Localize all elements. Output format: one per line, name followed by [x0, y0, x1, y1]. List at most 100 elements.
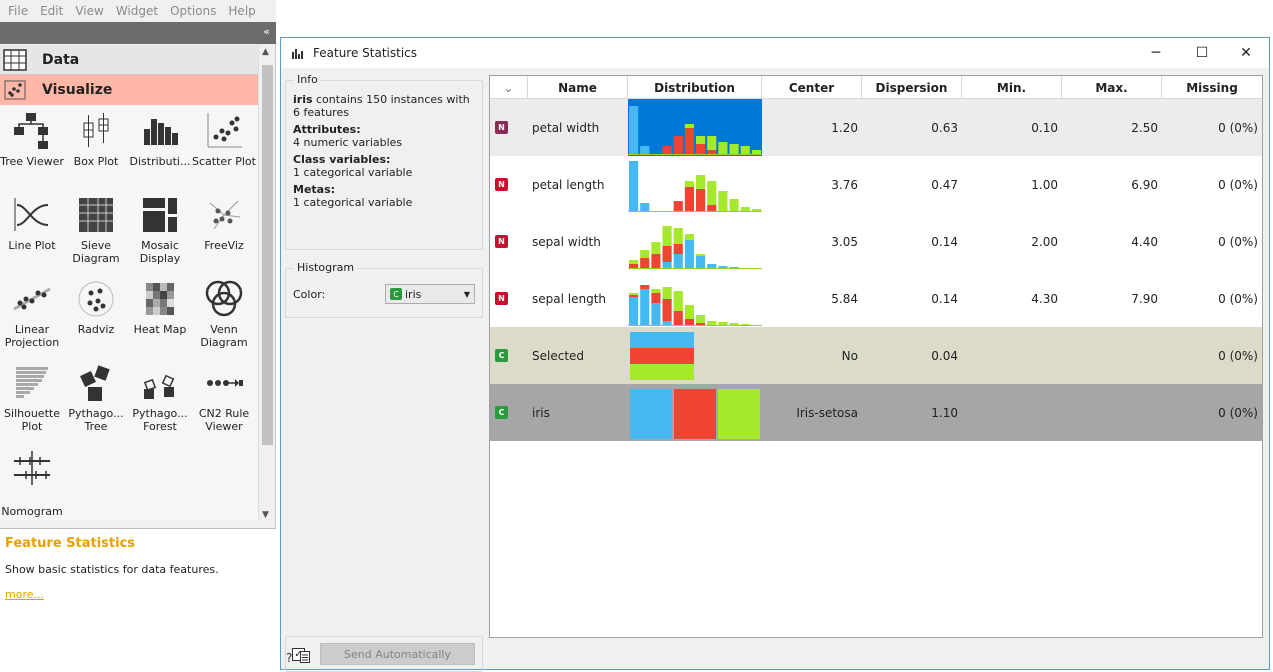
feature-statistics-table[interactable]: ⌄ Name Distribution Center Dispersion Mi… [489, 75, 1263, 638]
class-variables-label: Class variables: [293, 153, 391, 166]
header-missing[interactable]: Missing [1186, 80, 1238, 95]
histogram-bar-versicolor [673, 201, 683, 211]
histogram-bar-virginica [629, 260, 639, 264]
help-icon[interactable]: ? [286, 651, 293, 665]
widget-cn2-rule-viewer[interactable]: CN2 Rule Viewer [192, 357, 256, 441]
table-row[interactable]: N petal width 1.20 0.63 0.10 2.50 0 (0%) [490, 99, 1262, 156]
venn-diagram-icon [202, 277, 246, 321]
widget-tree-viewer[interactable]: Tree Viewer [0, 105, 64, 189]
widget-venn-diagram[interactable]: Venn Diagram [192, 273, 256, 357]
center-value: No [841, 348, 858, 363]
category-visualize[interactable]: Visualize [0, 75, 258, 105]
main-menubar: File Edit View Widget Options Help [0, 0, 276, 22]
linear-projection-icon [10, 277, 54, 321]
widget-heat-map[interactable]: Heat Map [128, 273, 192, 357]
sort-indicator-icon[interactable]: ⌄ [490, 76, 528, 99]
attributes-value: 4 numeric variables [293, 136, 403, 149]
minimize-button[interactable]: ─ [1151, 45, 1161, 61]
widget-label: Nomogram [1, 505, 63, 518]
scroll-up-icon[interactable]: ▲ [262, 47, 269, 57]
window-titlebar[interactable]: Feature Statistics ─ ☐ ✕ [281, 38, 1269, 68]
report-icon[interactable] [300, 650, 311, 666]
histogram-baseline [628, 325, 762, 326]
widget-box-plot[interactable]: Box Plot [64, 105, 128, 189]
class-bar-versicolor [674, 389, 716, 439]
widget-nomogram[interactable]: Nomogram [0, 441, 64, 525]
widget-grid: Tree Viewer Box Plot Distributi... Scatt… [0, 105, 258, 520]
histogram-bar-virginica [751, 150, 761, 154]
maximize-button[interactable]: ☐ [1195, 45, 1209, 61]
widget-linear-projection[interactable]: Linear Projection [0, 273, 64, 357]
widget-scatter-plot[interactable]: Scatter Plot [192, 105, 256, 189]
center-value: 1.20 [831, 120, 858, 135]
menu-view[interactable]: View [75, 4, 104, 18]
send-automatically-button[interactable]: Send Automatically [320, 643, 475, 665]
widget-distributions[interactable]: Distributi... [128, 105, 192, 189]
numeric-badge-icon: N [495, 292, 508, 305]
table-row[interactable]: C iris Iris-setosa 1.10 0 (0%) [490, 384, 1262, 441]
center-value: 3.05 [831, 234, 858, 249]
toolbox-collapse-bar[interactable]: « [0, 22, 276, 44]
close-button[interactable]: ✕ [1240, 45, 1252, 61]
categorical-badge-icon: C [495, 349, 508, 362]
histogram-bar-virginica [696, 175, 706, 189]
widget-pythagorean-tree[interactable]: Pythago... Tree [64, 357, 128, 441]
header-name[interactable]: Name [528, 76, 628, 99]
category-data[interactable]: Data [0, 45, 258, 75]
table-icon [0, 45, 30, 75]
histogram-bar-setosa [629, 161, 639, 211]
header-min[interactable]: Min. [962, 76, 1062, 99]
categorical-badge-icon: C [390, 288, 402, 300]
header-distribution[interactable]: Distribution [628, 76, 762, 99]
table-row[interactable]: N sepal length 5.84 0.14 4.30 7.90 0 (0%… [490, 270, 1262, 327]
scrollbar-thumb[interactable] [262, 65, 273, 445]
feature-name: sepal width [532, 234, 601, 249]
table-row[interactable]: C Selected No 0.04 0 (0%) [490, 327, 1262, 384]
widget-label: Pythago... Tree [68, 407, 124, 433]
distribution-stacked [628, 327, 762, 384]
description-title: Feature Statistics [5, 536, 136, 551]
header-center[interactable]: Center [762, 76, 862, 99]
histogram-bar-versicolor [684, 128, 694, 154]
menu-widget[interactable]: Widget [115, 4, 159, 18]
numeric-badge-icon: N [495, 178, 508, 191]
menu-edit[interactable]: Edit [40, 4, 64, 18]
attributes-label: Attributes: [293, 123, 361, 136]
description-text: Show basic statistics for data features. [5, 563, 219, 576]
toolbox-scrollbar[interactable]: ▲ ▼ [258, 45, 275, 522]
widget-line-plot[interactable]: Line Plot [0, 189, 64, 273]
widget-radviz[interactable]: Radviz [64, 273, 128, 357]
menu-file[interactable]: File [8, 4, 29, 18]
more-link[interactable]: more... [5, 588, 44, 601]
missing-value: 0 (0%) [1218, 291, 1258, 306]
histogram-bar-virginica [740, 207, 750, 211]
menu-help[interactable]: Help [228, 4, 256, 18]
menu-options[interactable]: Options [170, 4, 217, 18]
widget-freeviz[interactable]: FreeViz [192, 189, 256, 273]
widget-sieve-diagram[interactable]: Sieve Diagram [64, 189, 128, 273]
widget-mosaic-display[interactable]: Mosaic Display [128, 189, 192, 273]
color-combobox[interactable]: C iris ▼ [385, 284, 475, 304]
histogram-bar-versicolor [662, 299, 672, 321]
widget-pythagorean-forest[interactable]: Pythago... Forest [128, 357, 192, 441]
widget-silhouette-plot[interactable]: Silhouette Plot [0, 357, 64, 441]
table-row[interactable]: N sepal width 3.05 0.14 2.00 4.40 0 (0%) [490, 213, 1262, 270]
histogram-bar-virginica [640, 250, 650, 258]
radviz-icon [74, 277, 118, 321]
collapse-icon[interactable]: « [263, 25, 270, 38]
numeric-badge-icon: N [495, 121, 508, 134]
histogram-bar-virginica [729, 323, 739, 325]
metas-value: 1 categorical variable [293, 196, 413, 209]
histogram-bar-virginica [707, 136, 717, 150]
line-plot-icon [10, 193, 54, 237]
histogram-bar-setosa [651, 303, 661, 325]
table-row[interactable]: N petal length 3.76 0.47 1.00 6.90 0 (0%… [490, 156, 1262, 213]
scroll-down-icon[interactable]: ▼ [262, 510, 269, 520]
nomogram-icon [10, 445, 54, 489]
header-max[interactable]: Max. [1062, 76, 1162, 99]
dataset-name: iris [293, 93, 313, 106]
widget-label: Tree Viewer [0, 155, 64, 168]
missing-value: 0 (0%) [1218, 177, 1258, 192]
histogram-bar-versicolor [662, 246, 672, 262]
header-dispersion[interactable]: Dispersion [862, 76, 962, 99]
